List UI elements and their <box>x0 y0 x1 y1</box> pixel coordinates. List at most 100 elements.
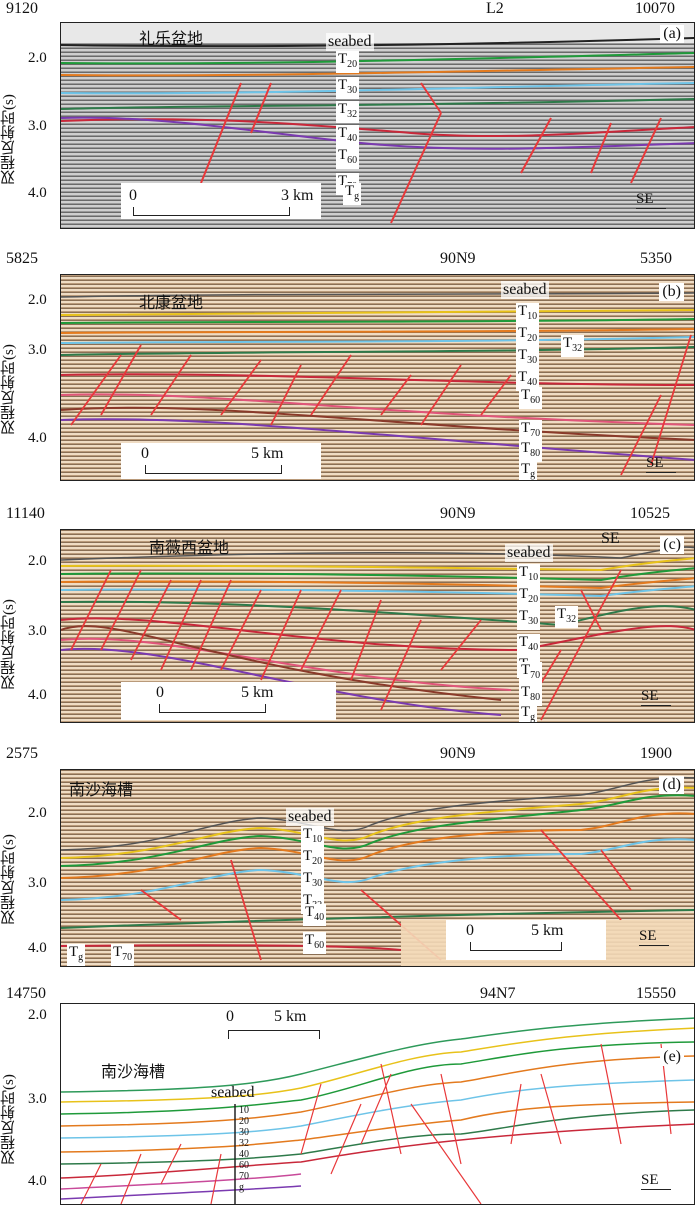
y-axis-label: 双程反射时(s) <box>1 1074 17 1166</box>
direction-se: SE <box>641 688 671 706</box>
section-graphics <box>61 1017 694 1204</box>
y-axis-label: 双程反射时(s) <box>1 834 17 926</box>
direction-se: SE <box>636 191 666 209</box>
horizon-t20: T20 <box>301 848 325 870</box>
horizon-t20: T20 <box>336 51 360 73</box>
trace-right-label: 1900 <box>640 745 672 762</box>
direction-se-top: SE <box>601 530 620 547</box>
trace-right-label: 5350 <box>640 250 672 267</box>
y-axis-label: 双程反射时(s) <box>1 344 17 436</box>
trace-right-label: 10070 <box>635 0 675 17</box>
y-tick-3: 3.0 <box>28 875 47 891</box>
scale-bar: 0 5 km <box>121 443 321 479</box>
horizon-t30: T30 <box>516 347 540 369</box>
direction-se: SE <box>641 1172 671 1190</box>
line-name-label: 90N9 <box>440 505 476 522</box>
seabed-label: seabed <box>286 808 334 826</box>
line-name-label: 90N9 <box>440 250 476 267</box>
horizon-tg: Tg <box>519 461 538 480</box>
scale-line <box>159 704 266 713</box>
horizon-t70: T70 <box>111 944 135 966</box>
horizon-t70: 70 <box>239 1171 249 1182</box>
panel-b: 5825 90N9 5350 双程反射时(s) 2.0 3.0 4.0 北康盆地… <box>0 250 700 490</box>
horizon-t40: T40 <box>516 369 540 391</box>
panel-e: 14750 94N7 15550 双程反射时(s) 2.0 3.0 4.0 南沙… <box>0 985 700 1215</box>
y-tick-2: 2.0 <box>28 553 47 569</box>
y-tick-4: 4.0 <box>28 687 47 703</box>
horizon-t32: 32 <box>239 1138 249 1149</box>
y-tick-3: 3.0 <box>28 623 47 639</box>
scale-bar: 0 5 km <box>121 682 336 720</box>
trace-left-label: 9120 <box>6 0 38 17</box>
basin-name: 北康盆地 <box>139 293 204 312</box>
seismic-section: 礼乐盆地 (a) seabed T20 T30 T32 T40 T60 T70 … <box>60 22 695 229</box>
horizon-t20: T20 <box>516 325 540 347</box>
scale-line <box>133 207 290 216</box>
scale-end: 3 km <box>281 187 314 204</box>
scale-start: 0 <box>141 445 149 462</box>
basin-name: 南沙海槽 <box>69 780 134 799</box>
y-axis-label: 双程反射时(s) <box>1 94 17 186</box>
y-tick-3: 3.0 <box>28 1091 47 1107</box>
line-drawing: 南沙海槽 (e) seabed 10 20 30 32 40 60 70 g 0… <box>60 1003 695 1205</box>
y-tick-2: 2.0 <box>28 292 47 308</box>
section-graphics <box>61 546 694 721</box>
panel-c: 11140 90N9 10525 双程反射时(s) 2.0 3.0 4.0 南薇… <box>0 505 700 735</box>
horizon-t32: T32 <box>561 335 585 357</box>
basin-name: 南沙海槽 <box>101 1062 166 1081</box>
horizon-t20: T20 <box>517 586 541 608</box>
horizon-t32: T32 <box>336 101 360 123</box>
y-tick-4: 4.0 <box>28 940 47 956</box>
horizon-t60: T60 <box>303 932 327 954</box>
scale-start: 0 <box>226 1008 234 1025</box>
horizon-t10: 10 <box>239 1105 249 1116</box>
horizon-t10: T10 <box>301 826 325 848</box>
trace-left-label: 2575 <box>6 745 38 762</box>
horizon-t32: T32 <box>555 606 579 628</box>
horizon-tg: Tg <box>67 944 86 966</box>
horizon-t40: T40 <box>517 634 541 656</box>
y-axis-label: 双程反射时(s) <box>1 599 17 691</box>
horizon-tg: Tg <box>519 704 538 722</box>
scale-bar: 0 5 km <box>446 920 606 960</box>
trace-right-label: 15550 <box>636 985 676 1002</box>
direction-se: SE <box>646 455 676 473</box>
seabed-label: seabed <box>501 281 549 299</box>
y-tick-4: 4.0 <box>28 1173 47 1189</box>
basin-name: 礼乐盆地 <box>139 29 204 48</box>
horizon-labels: T20 T30 T32 T40 T60 T70 <box>336 51 360 195</box>
y-tick-4: 4.0 <box>28 430 47 446</box>
panel-tag: (d) <box>659 776 684 794</box>
trace-left-label: 14750 <box>6 985 46 1002</box>
line-name-label: 94N7 <box>480 985 516 1002</box>
horizon-t80: T80 <box>519 684 543 706</box>
seismic-section: 南沙海槽 (d) seabed T10 T20 T30 T32 T40 T60 … <box>60 769 695 967</box>
scale-bar: 0 3 km <box>121 183 321 219</box>
trace-left-label: 11140 <box>6 505 45 522</box>
panel-d: 2575 90N9 1900 双程反射时(s) 2.0 3.0 4.0 南沙海槽… <box>0 745 700 975</box>
scale-start: 0 <box>129 187 137 204</box>
scale-end: 5 km <box>274 1008 307 1025</box>
section-graphics <box>61 23 694 224</box>
panel-tag: (c) <box>660 536 684 554</box>
y-tick-2: 2.0 <box>28 50 47 66</box>
horizon-t80: T80 <box>519 440 543 462</box>
horizon-t30: T30 <box>301 870 325 892</box>
seismic-section: 南薇西盆地 (c) SE seabed T10 T20 T30 T40 T60 … <box>60 529 695 723</box>
horizon-t40: T40 <box>336 125 360 147</box>
y-tick-3: 3.0 <box>28 118 47 134</box>
horizon-t40: 40 <box>239 1149 249 1160</box>
scale-end: 5 km <box>531 922 564 939</box>
horizon-labels: T10 T20 T30 T40 T60 <box>517 564 541 678</box>
horizon-t70: T70 <box>519 662 543 684</box>
seismic-section: 北康盆地 (b) seabed T10 T20 T30 T40 T32 T60 … <box>60 274 695 481</box>
y-tick-4: 4.0 <box>28 185 47 201</box>
horizon-t60: 60 <box>239 1160 249 1171</box>
horizon-t60: T60 <box>336 147 360 169</box>
horizon-t30: T30 <box>336 77 360 99</box>
trace-right-label: 10525 <box>630 505 670 522</box>
horizon-t30: T30 <box>517 608 541 630</box>
basin-name: 南薇西盆地 <box>149 538 230 557</box>
line-name-label: L2 <box>486 0 504 17</box>
horizon-tg: Tg <box>343 183 362 205</box>
